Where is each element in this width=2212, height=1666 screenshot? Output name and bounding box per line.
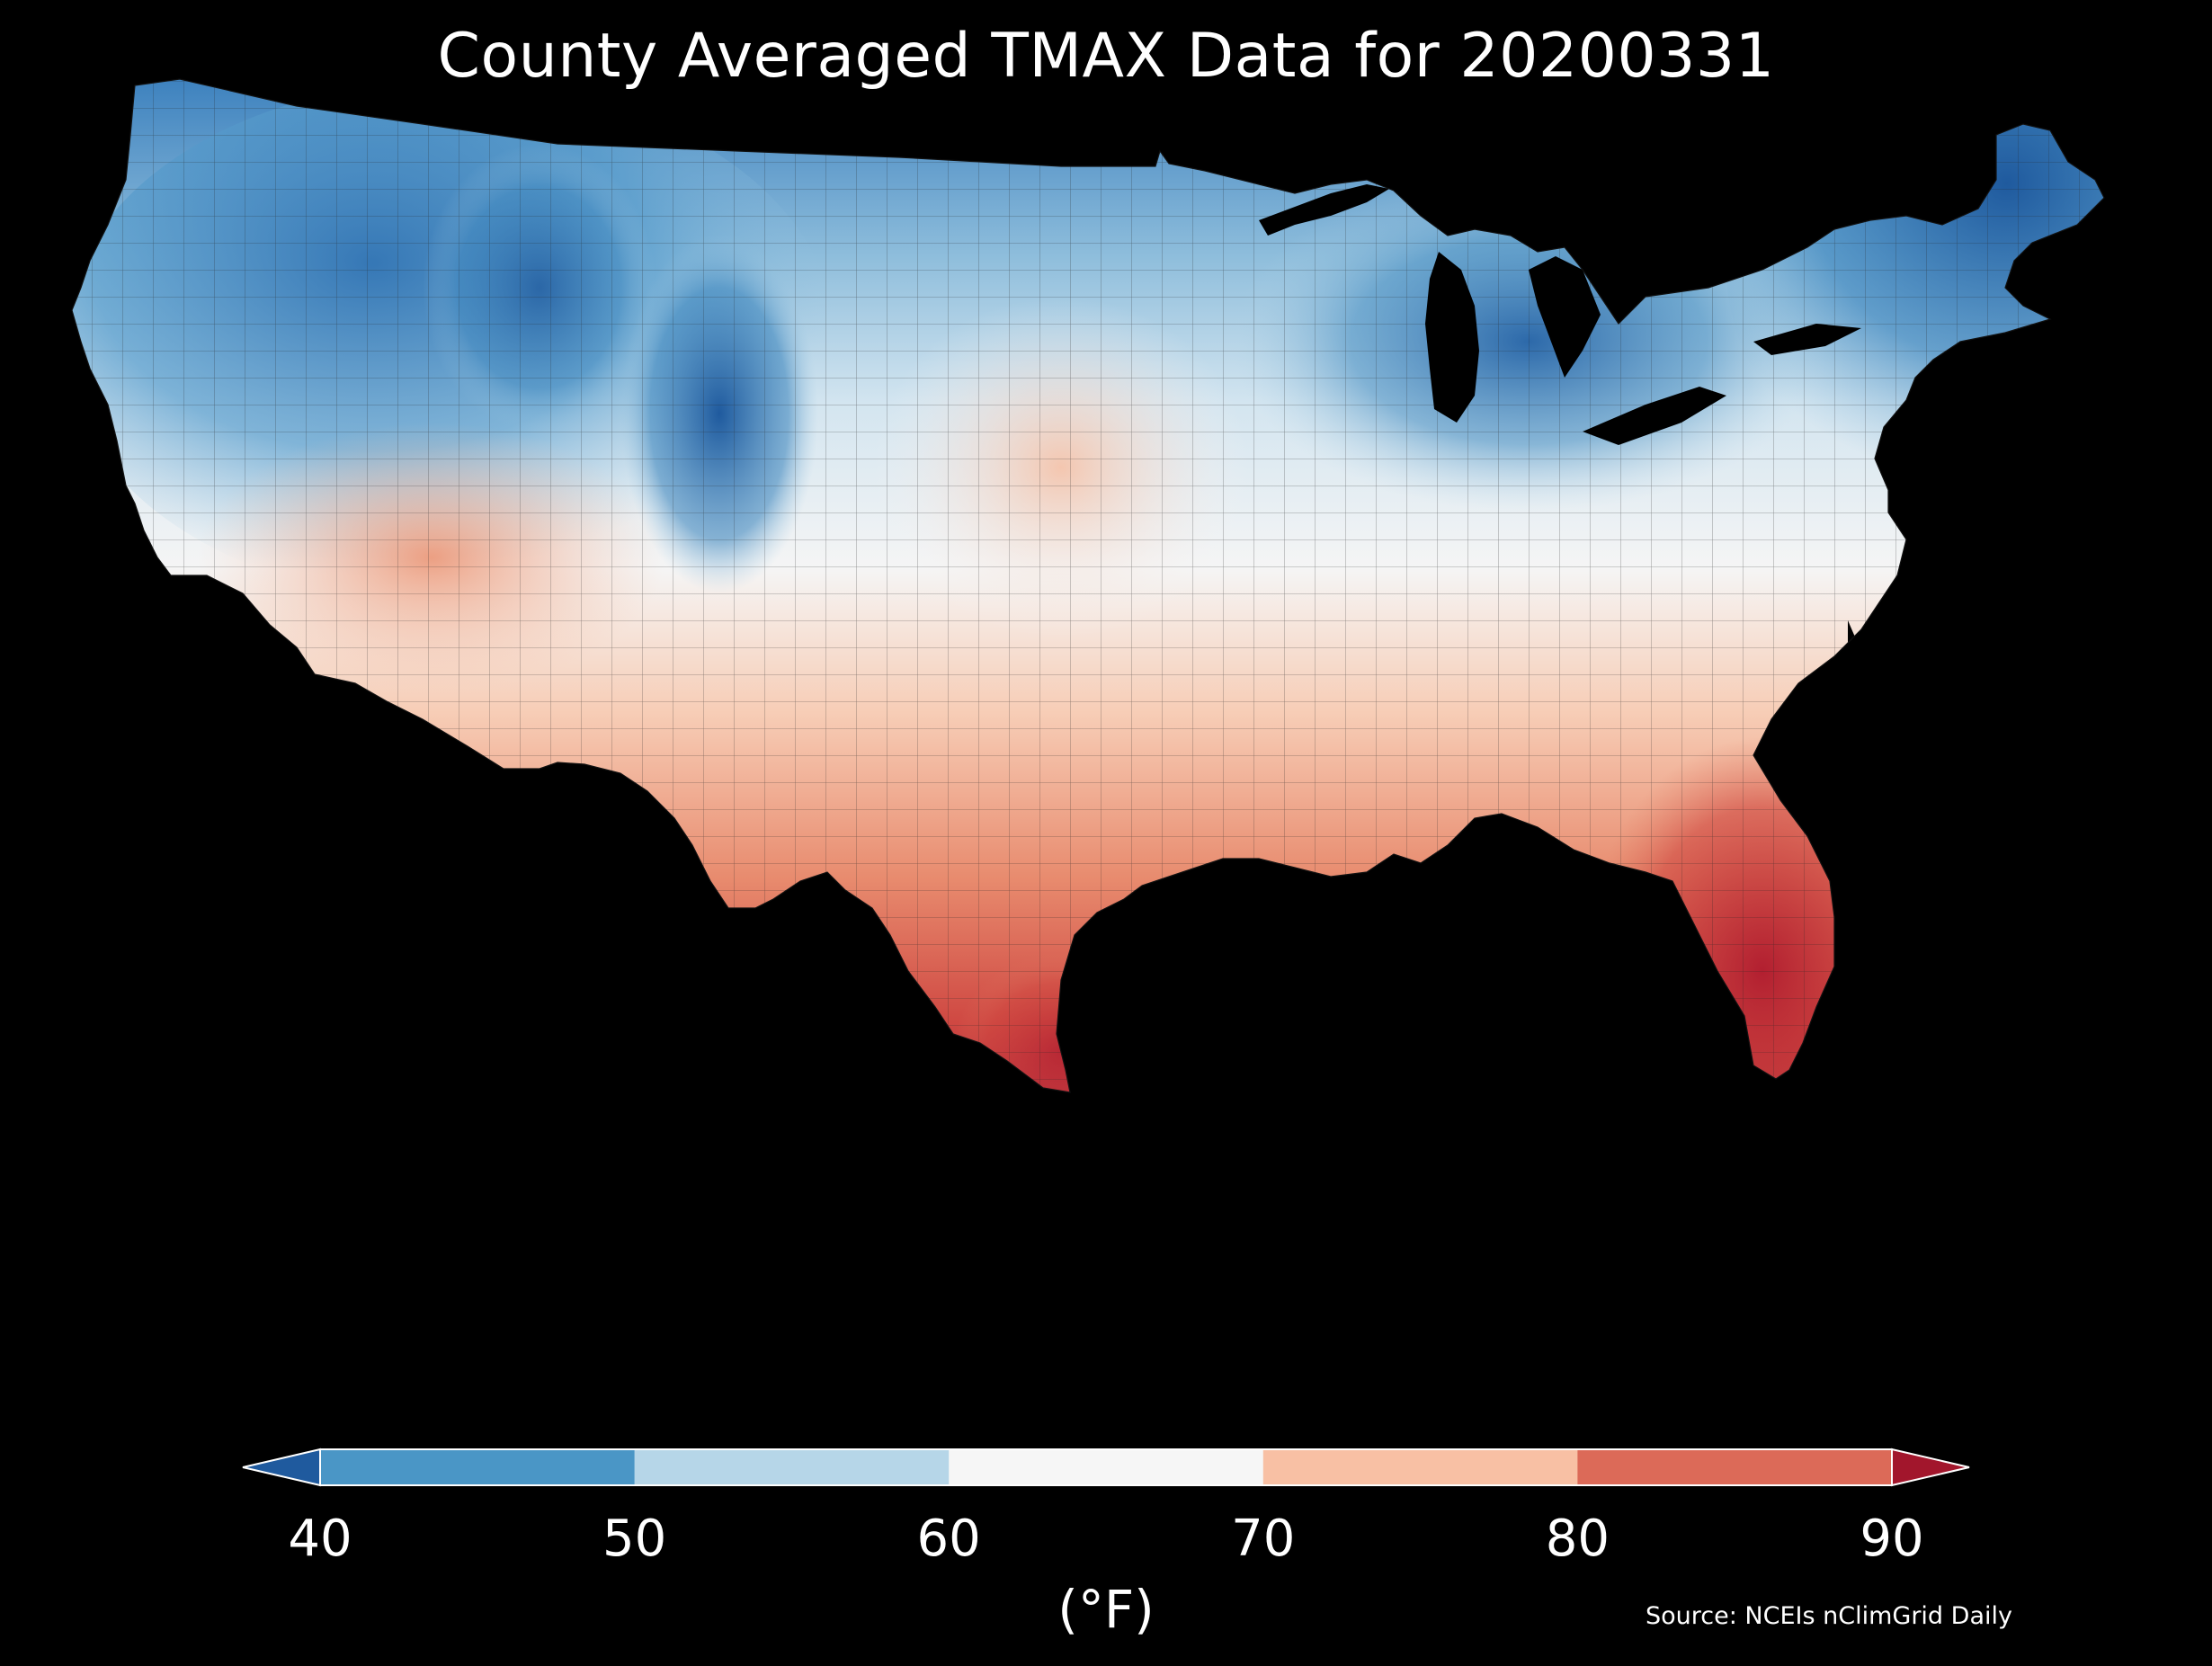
colorbar-bin-50-60	[634, 1449, 950, 1485]
colorbar-bin-70-80	[1262, 1449, 1578, 1485]
colorbar-tick-40: 40	[288, 1510, 352, 1568]
lake-superior	[1259, 184, 1389, 236]
colorbar-units: (°F)	[1057, 1579, 1155, 1640]
map-title: County Averaged TMAX Data for 20200331	[437, 21, 1775, 92]
colorbar-tick-50: 50	[602, 1510, 667, 1568]
colorbar-extend-low	[242, 1448, 321, 1487]
colorbar-bin-40-50	[320, 1449, 636, 1485]
lake-ontario	[1753, 324, 1861, 355]
lake-huron	[1529, 256, 1601, 378]
lake-michigan	[1425, 252, 1479, 423]
source-credit: Source: NCEIs nClimGrid Daily	[1646, 1602, 2012, 1630]
colorbar-tick-60: 60	[916, 1510, 981, 1568]
colorbar-bin-60-70	[949, 1449, 1264, 1485]
colorbar-tick-90: 90	[1860, 1510, 1924, 1568]
colorbar-extend-high	[1891, 1448, 1970, 1487]
colorbar-tick-80: 80	[1545, 1510, 1610, 1568]
lake-erie	[1583, 387, 1726, 445]
colorbar-bin-80-90	[1577, 1449, 1893, 1485]
colorbar-tick-70: 70	[1231, 1510, 1296, 1568]
chesapeake-bay	[1848, 620, 1866, 737]
